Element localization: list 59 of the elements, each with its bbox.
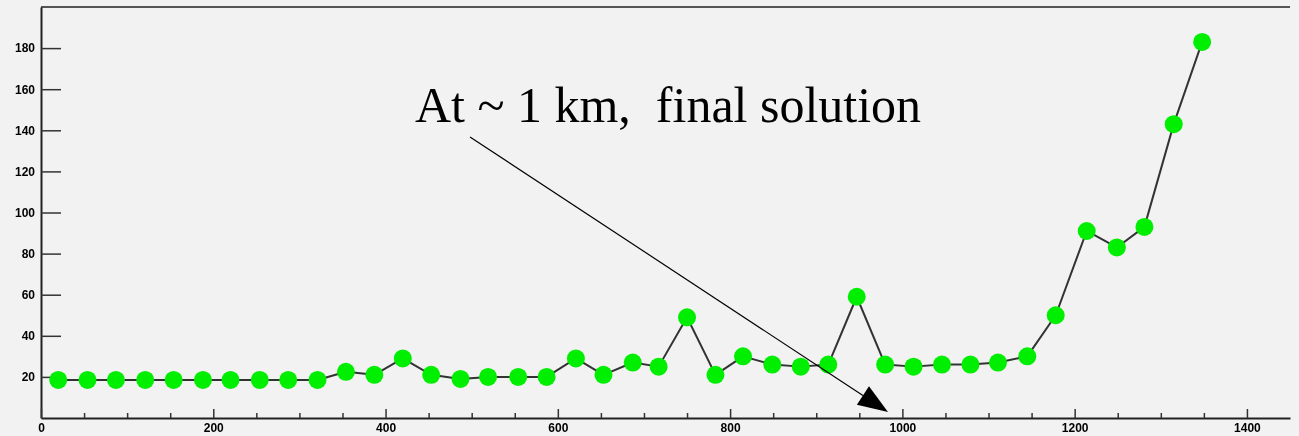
- point: [479, 367, 498, 386]
- point: [250, 370, 269, 389]
- x-tick-label: 200: [203, 420, 225, 435]
- point: [566, 349, 585, 368]
- x-tick-label: 1000: [889, 420, 917, 435]
- point: [1046, 306, 1065, 325]
- point: [164, 370, 183, 389]
- point: [279, 370, 298, 389]
- point: [336, 362, 355, 381]
- point: [193, 370, 212, 389]
- point: [594, 365, 613, 384]
- point: [904, 357, 923, 376]
- point: [422, 365, 441, 384]
- x-tick-label: 1400: [1234, 420, 1262, 435]
- point: [706, 365, 725, 384]
- point: [451, 369, 470, 388]
- point: [221, 370, 240, 389]
- point: [678, 308, 697, 327]
- point: [308, 370, 327, 389]
- point: [393, 349, 412, 368]
- x-tick-label: 800: [720, 420, 741, 435]
- point: [1018, 347, 1037, 366]
- x-tick-label: 600: [548, 420, 569, 435]
- point: [106, 370, 125, 389]
- y-tick-label: 160: [14, 82, 36, 97]
- point: [819, 355, 838, 374]
- y-tick-label: 180: [14, 41, 36, 56]
- y-tick-label: 40: [21, 329, 36, 344]
- point: [763, 355, 782, 374]
- y-tick-label: 120: [14, 164, 36, 179]
- point: [537, 367, 556, 386]
- y-tick-label: 100: [14, 205, 36, 220]
- point: [1164, 115, 1183, 134]
- y-tick-label: 140: [14, 123, 36, 138]
- point: [734, 347, 753, 366]
- point: [649, 357, 668, 376]
- point: [847, 287, 866, 306]
- point: [1077, 222, 1096, 240]
- point: [876, 355, 895, 374]
- point: [136, 370, 155, 389]
- x-tick-label: 0: [38, 420, 46, 435]
- point: [933, 355, 951, 374]
- x-tick-label: 1200: [1061, 420, 1089, 435]
- point: [78, 370, 97, 389]
- y-tick-label: 60: [21, 288, 36, 303]
- point: [1107, 238, 1126, 257]
- point: [791, 357, 810, 376]
- y-tick-label: 80: [21, 246, 36, 261]
- point: [961, 355, 980, 374]
- point: [509, 367, 528, 386]
- point: [365, 365, 384, 384]
- y-tick-label: 20: [21, 370, 36, 385]
- point: [623, 353, 642, 372]
- x-tick-label: 400: [376, 420, 397, 435]
- point: [49, 370, 68, 389]
- point: [1193, 32, 1212, 51]
- point: [988, 353, 1007, 372]
- point: [1135, 217, 1154, 236]
- annotation: At ~ 1 km, final solution: [414, 77, 922, 133]
